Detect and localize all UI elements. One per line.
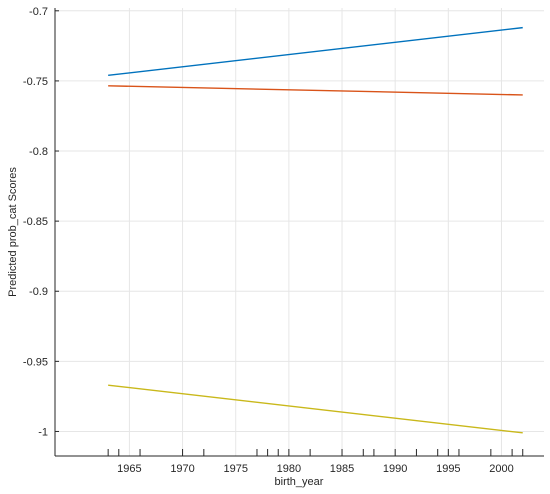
series-layer xyxy=(108,26,523,434)
x-tick-label: 1985 xyxy=(330,463,354,475)
y-tick-label: -0.8 xyxy=(29,146,48,158)
y-tick-label: -0.7 xyxy=(29,6,48,18)
tick-labels: 1965 1970 1975 1980 1985 1990 1995 2000 -0.7 -0.7… xyxy=(23,6,514,475)
y-tick-label: -0.75 xyxy=(23,76,48,88)
rug-marks xyxy=(107,449,524,456)
y-tick-label: -0.9 xyxy=(29,286,48,298)
series-line-1 xyxy=(108,26,523,77)
x-tick-label: 1995 xyxy=(436,463,460,475)
series-line-3 xyxy=(108,384,523,434)
y-tick-label: -0.85 xyxy=(23,216,48,228)
x-axis-label: birth_year xyxy=(275,476,324,488)
axes xyxy=(54,8,544,457)
x-tick-label: 1980 xyxy=(277,463,301,475)
y-tick-label: -0.95 xyxy=(23,356,48,368)
x-tick-label: 1990 xyxy=(383,463,407,475)
grid-lines xyxy=(55,8,544,456)
series-line-2 xyxy=(108,85,523,96)
y-tick-label: -1 xyxy=(38,426,48,438)
x-tick-label: 1970 xyxy=(170,463,194,475)
y-axis-label: Predicted prob_cat Scores xyxy=(7,167,19,297)
x-tick-label: 1975 xyxy=(223,463,247,475)
x-tick-label: 2000 xyxy=(489,463,513,475)
x-tick-label: 1965 xyxy=(117,463,141,475)
